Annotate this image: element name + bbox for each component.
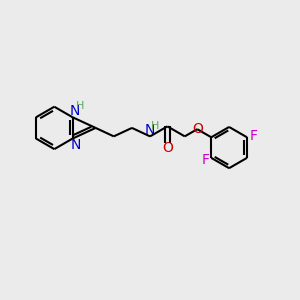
Text: O: O [192,122,203,136]
Text: N: N [145,123,155,137]
Text: N: N [71,138,81,152]
Text: O: O [162,141,173,155]
Text: N: N [70,104,80,118]
Text: H: H [151,121,160,131]
Text: F: F [201,153,209,167]
Text: F: F [249,129,257,143]
Text: H: H [76,101,84,111]
